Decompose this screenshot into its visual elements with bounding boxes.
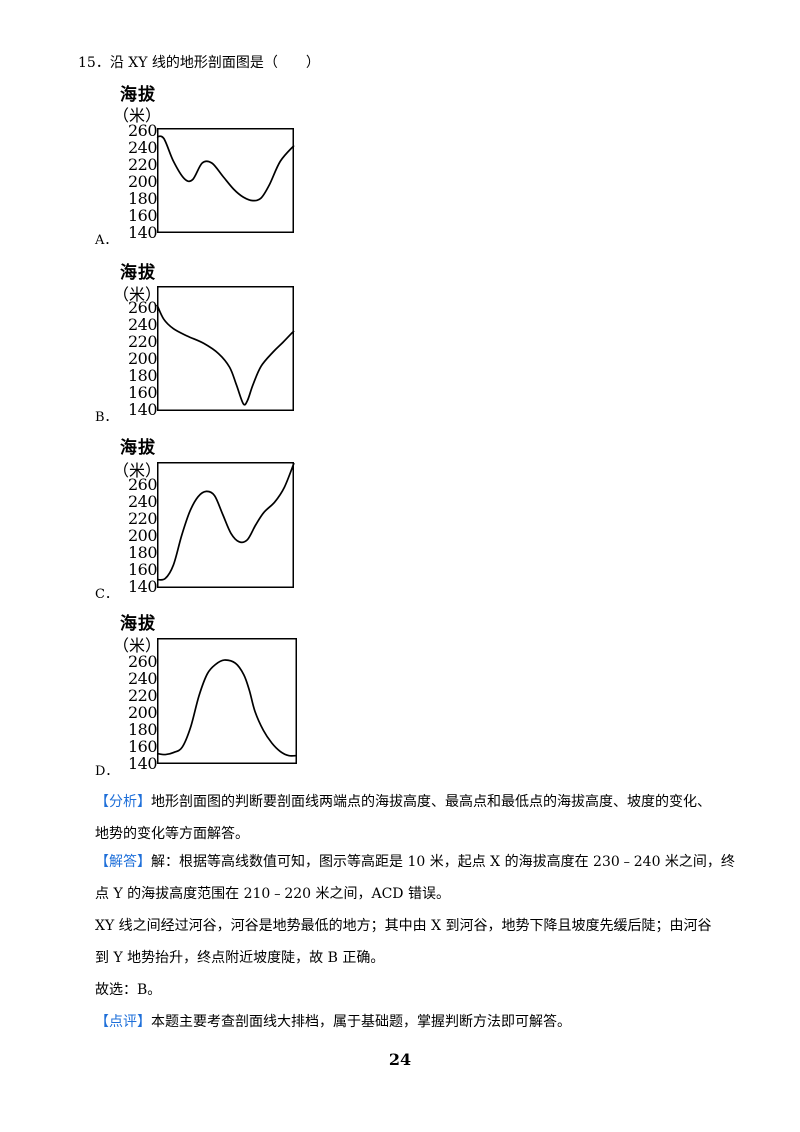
tick-label: 240 (127, 315, 158, 334)
profile-line (156, 304, 295, 406)
tick-label: 140 (127, 754, 158, 773)
tick-label: 220 (127, 509, 158, 528)
profile-line (156, 135, 295, 202)
tick-label: 260 (127, 121, 158, 140)
tick-label: 200 (127, 703, 158, 722)
analysis-paragraph: 【分析】地形剖面图的判断要剖面线两端点的海拔高度、最高点和最低点的海拔高度、坡度… (95, 786, 735, 850)
option-label-d: D． (95, 764, 119, 779)
page-number: 24 (388, 1050, 412, 1069)
profile-chart-b (156, 286, 295, 411)
tick-label: 160 (127, 560, 158, 579)
profile-chart-c (156, 462, 295, 588)
profile-line (156, 462, 295, 581)
tick-label: 200 (127, 349, 158, 368)
tick-label: 180 (127, 543, 158, 562)
profile-chart-d (156, 638, 298, 764)
analysis-tag: 【分析】 (95, 794, 151, 810)
analysis-text: 地形剖面图的判断要剖面线两端点的海拔高度、最高点和最低点的海拔高度、坡度的变化、 (151, 794, 711, 810)
tick-label: 140 (127, 223, 158, 242)
option-label-a: A． (95, 233, 118, 248)
tick-label: 220 (127, 332, 158, 351)
tick-label: 140 (127, 577, 158, 596)
tick-label: 140 (127, 400, 158, 419)
solution-text: 点 Y 的海拔高度范围在 210﹣220 米之间，ACD 错误。 (95, 886, 450, 902)
analysis-text: 地势的变化等方面解答。 (95, 826, 249, 842)
tick-label: 200 (127, 526, 158, 545)
profile-line (156, 659, 298, 757)
tick-label: 260 (127, 298, 158, 317)
comment-tag: 【点评】 (95, 1014, 151, 1030)
tick-label: 220 (127, 155, 158, 174)
option-label-b: B． (95, 410, 118, 425)
y-axis-title: 海拔 (120, 263, 156, 283)
tick-label: 260 (127, 475, 158, 494)
tick-label: 240 (127, 492, 158, 511)
y-axis-title: 海拔 (120, 85, 156, 105)
solution-paragraph: 【解答】解：根据等高线数值可知，图示等高距是 10 米，起点 X 的海拔高度在 … (95, 846, 735, 1038)
comment-text: 本题主要考查剖面线大排档，属于基础题，掌握判断方法即可解答。 (151, 1014, 571, 1030)
tick-label: 240 (127, 669, 158, 688)
tick-label: 160 (127, 383, 158, 402)
tick-label: 240 (127, 138, 158, 157)
plot-frame (157, 462, 294, 588)
y-axis-unit: （米） (113, 636, 162, 655)
tick-label: 160 (127, 206, 158, 225)
y-axis-title: 海拔 (120, 614, 156, 634)
plot-frame (157, 128, 294, 233)
answer-text: 故选：B。 (95, 982, 162, 998)
option-label-c: C． (95, 587, 118, 602)
plot-frame (157, 286, 294, 411)
tick-label: 200 (127, 172, 158, 191)
profile-chart-a (156, 128, 295, 233)
solution-text: 到 Y 地势抬升，终点附近坡度陡，故 B 正确。 (95, 950, 385, 966)
y-axis-unit: （米） (113, 285, 162, 304)
tick-label: 180 (127, 720, 158, 739)
tick-label: 160 (127, 737, 158, 756)
solution-text: 解：根据等高线数值可知，图示等高距是 10 米，起点 X 的海拔高度在 230﹣… (151, 854, 735, 870)
tick-label: 260 (127, 652, 158, 671)
tick-label: 180 (127, 366, 158, 385)
plot-frame (157, 638, 297, 764)
y-axis-unit: （米） (113, 461, 162, 480)
solution-tag: 【解答】 (95, 854, 151, 870)
solution-text: XY 线之间经过河谷，河谷是地势最低的地方；其中由 X 到河谷，地势下降且坡度先… (95, 918, 712, 934)
question-title: 15．沿 XY 线的地形剖面图是（ ） (78, 55, 320, 71)
tick-label: 180 (127, 189, 158, 208)
y-axis-unit: （米） (113, 106, 162, 125)
y-axis-title: 海拔 (120, 438, 156, 458)
tick-label: 220 (127, 686, 158, 705)
